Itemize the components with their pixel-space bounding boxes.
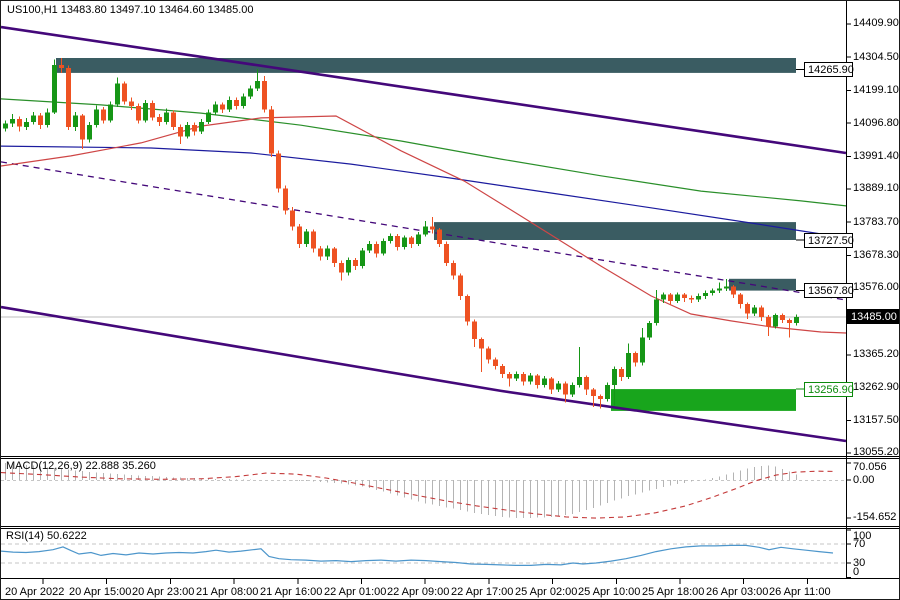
chart-legend: US100,H1 13483.80 13497.10 13464.60 1348… (7, 4, 254, 16)
rsi-indicator-label: RSI(14) 50.6222 (6, 530, 87, 542)
resistance-zone (729, 278, 796, 291)
price-level-badge: 13727.50 (804, 232, 854, 248)
resistance-zone (56, 58, 796, 73)
macd-indicator-label: MACD(12,26,9) 22.888 35.260 (6, 460, 156, 472)
current-price-badge: 13485.00 (847, 309, 899, 325)
price-level-badge: 14265.90 (804, 62, 854, 77)
support-zone (611, 389, 796, 411)
price-level-badge: 13256.90 (804, 381, 854, 397)
resistance-zone (434, 222, 796, 240)
price-level-badge: 13567.80 (804, 283, 854, 299)
